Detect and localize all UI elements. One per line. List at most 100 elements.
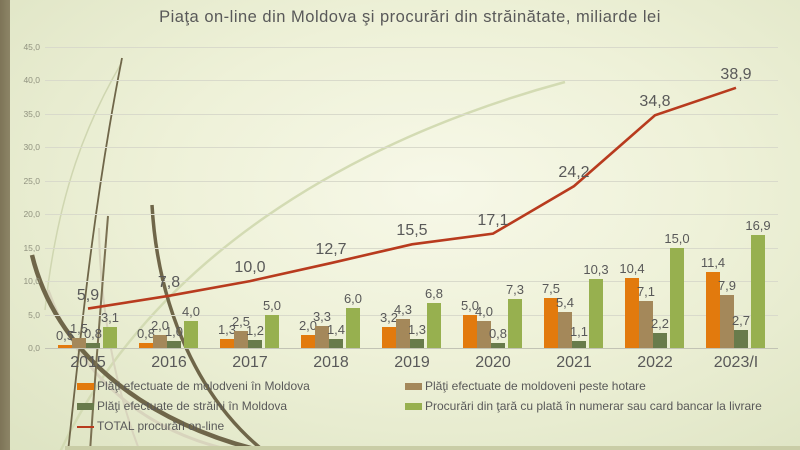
bar-value-series2-2017: 2,5 — [231, 314, 251, 330]
legend-item-left-1: Plăţi efectuate de molodveni în Moldova — [77, 379, 310, 393]
gridline-35 — [45, 113, 778, 115]
bar-series1-2017 — [220, 339, 234, 348]
bar-series3-2022 — [653, 333, 667, 348]
bar-series2-2018 — [315, 325, 329, 348]
line-value-2023/I: 38,9 — [720, 65, 752, 83]
bar-series3-2021 — [572, 340, 586, 348]
left-accent-bar — [0, 0, 10, 450]
bar-value-series3-2023/I: 2,7 — [731, 312, 751, 328]
bar-value-series1-2021: 7,5 — [541, 280, 561, 296]
bar-series3-2019 — [410, 339, 424, 348]
gridline-20 — [45, 214, 778, 216]
bar-value-series4-2020: 7,3 — [505, 282, 525, 298]
bar-value-series4-2016: 4,0 — [181, 304, 201, 320]
legend-item-left-2: Plăţi efectuate de străini în Moldova — [77, 399, 287, 413]
bar-series1-2021 — [544, 297, 558, 348]
legend-swatch-bar — [77, 403, 94, 411]
y-axis-tick-30: 30,0 — [23, 142, 40, 153]
bar-series1-2020 — [463, 314, 477, 348]
total-line — [87, 86, 737, 310]
bar-series3-2020 — [491, 342, 505, 348]
bar-value-series2-2015: 1,5 — [69, 320, 89, 336]
bar-series1-2023/I — [706, 271, 720, 348]
bar-series4-2020 — [508, 299, 522, 348]
gridline-5 — [45, 314, 778, 316]
bar-series2-2021 — [558, 311, 572, 348]
gridline-15 — [45, 247, 778, 249]
bar-series4-2016 — [184, 321, 198, 348]
bar-value-series4-2018: 6,0 — [343, 290, 363, 306]
bar-series1-2022 — [625, 278, 639, 348]
y-axis-tick-35: 35,0 — [23, 108, 40, 119]
bar-value-series2-2018: 3,3 — [312, 308, 332, 324]
bar-series4-2022 — [670, 247, 684, 348]
bar-series1-2016 — [139, 342, 153, 348]
line-value-2022: 34,8 — [639, 93, 671, 111]
gridline-30 — [45, 147, 778, 149]
gridline-10 — [45, 281, 778, 283]
bar-value-series1-2019: 3,2 — [379, 309, 399, 325]
line-value-2019: 15,5 — [396, 222, 428, 240]
y-axis-tick-40: 40,0 — [23, 75, 40, 86]
bar-value-series1-2017: 1,3 — [217, 322, 237, 338]
y-axis-tick-5: 5,0 — [28, 309, 40, 320]
x-axis-label-2015: 2015 — [70, 354, 106, 371]
x-axis-label-2021: 2021 — [556, 354, 592, 371]
x-axis-label-2017: 2017 — [232, 354, 268, 371]
line-value-2015: 5,9 — [76, 286, 100, 304]
bar-series3-2018 — [329, 338, 343, 348]
bar-value-series1-2022: 10,4 — [619, 261, 645, 277]
bar-value-series4-2015: 3,1 — [100, 310, 120, 326]
bar-value-series1-2015: 0,5 — [55, 327, 75, 343]
bar-value-series1-2020: 5,0 — [460, 297, 480, 313]
bar-value-series3-2018: 1,4 — [326, 321, 346, 337]
bar-series2-2023/I — [720, 295, 734, 348]
y-axis-tick-15: 15,0 — [23, 242, 40, 253]
bar-series4-2018 — [346, 307, 360, 348]
y-axis-tick-0: 0,0 — [28, 343, 40, 353]
bar-value-series2-2016: 2,0 — [150, 317, 170, 333]
bar-value-series3-2016: 1,0 — [164, 324, 184, 340]
x-axis-label-2016: 2016 — [151, 354, 187, 371]
bar-value-series4-2022: 15,0 — [664, 230, 690, 246]
legend-item-left-3: TOTAL procurări on-line — [77, 419, 224, 433]
bar-value-series3-2017: 1,2 — [245, 322, 265, 338]
bar-series2-2020 — [477, 321, 491, 348]
gridline-45 — [45, 47, 778, 48]
bar-value-series3-2021: 1,1 — [569, 323, 589, 339]
legend-swatch-bar — [405, 403, 422, 411]
bar-series2-2022 — [639, 300, 653, 348]
x-axis-label-2019: 2019 — [394, 354, 430, 371]
bottom-accent-strip — [65, 446, 800, 450]
x-axis-label-2022: 2022 — [637, 354, 673, 371]
bar-value-series1-2018: 2,0 — [298, 317, 318, 333]
bar-value-series2-2020: 4,0 — [474, 304, 494, 320]
line-value-2016: 7,8 — [157, 273, 181, 291]
bar-value-series3-2015: 0,8 — [83, 325, 103, 341]
line-value-2017: 10,0 — [234, 259, 266, 277]
bar-value-series3-2022: 2,2 — [650, 316, 670, 332]
bar-series4-2021 — [589, 279, 603, 348]
y-axis-tick-10: 10,0 — [23, 276, 40, 287]
gridline-40 — [45, 80, 778, 82]
x-axis-label-2023/I: 2023/I — [713, 354, 759, 371]
bar-series2-2017 — [234, 331, 248, 348]
y-axis-tick-25: 25,0 — [23, 175, 40, 186]
bar-value-series2-2019: 4,3 — [393, 302, 413, 318]
x-axis-label-2020: 2020 — [475, 354, 511, 371]
bar-value-series4-2021: 10,3 — [583, 262, 609, 278]
bar-series2-2019 — [396, 319, 410, 348]
legend-swatch-line — [77, 425, 94, 428]
chart-title: Piaţa on-line din Moldova şi procurări d… — [159, 8, 661, 26]
bar-value-series1-2016: 0,8 — [136, 325, 156, 341]
bar-value-series3-2020: 0,8 — [488, 325, 508, 341]
line-value-2018: 12,7 — [315, 241, 347, 259]
gridline-25 — [45, 180, 778, 182]
bar-series4-2023/I — [751, 234, 765, 348]
bar-series2-2015 — [72, 337, 86, 348]
legend-swatch-bar — [77, 383, 94, 391]
legend-item-right-1: Plăţi efectuate de moldoveni peste hotar… — [405, 379, 646, 393]
legend-item-right-2: Procurări din ţară cu plată în numerar s… — [405, 399, 762, 413]
